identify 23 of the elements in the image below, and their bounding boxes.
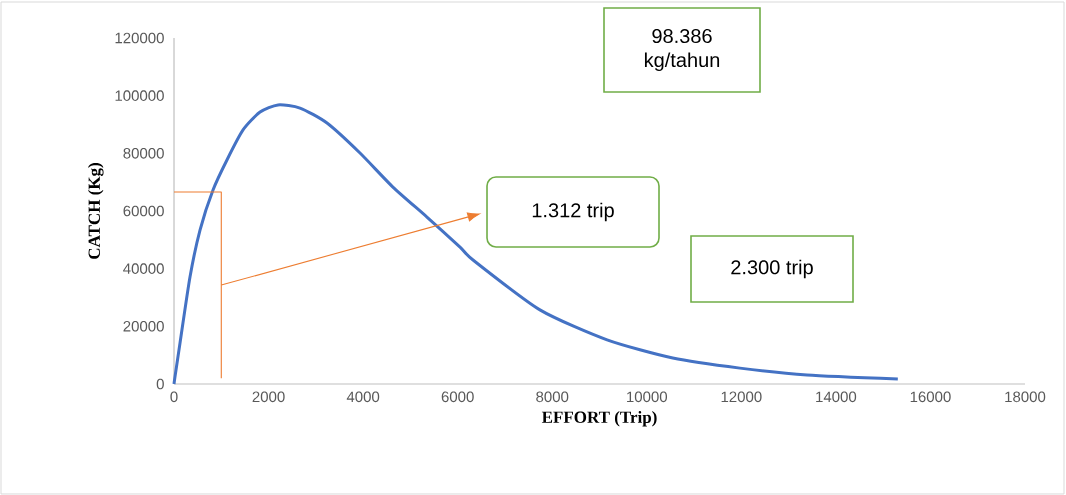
y-axis-title: CATCH (Kg) <box>88 163 104 259</box>
annotation: 1.312 trip <box>532 202 614 222</box>
y-tick-label: 80000 <box>123 148 164 159</box>
annotation: 2.300 trip <box>731 259 813 279</box>
y-tick-label: 60000 <box>123 205 164 217</box>
x-tick-label: 2000 <box>252 391 285 403</box>
x-tick-label: 6000 <box>441 391 474 403</box>
x-axis-title: EFFORT (Trip) <box>541 411 657 427</box>
y-tick-label: 120000 <box>115 32 164 44</box>
y-tick-label: 100000 <box>115 90 164 101</box>
x-tick-label: 18000 <box>1005 391 1046 403</box>
y-tick-label: 40000 <box>123 263 164 274</box>
x-tick-label: 16000 <box>910 391 951 403</box>
x-tick-label: 12000 <box>721 391 762 403</box>
x-tick-label: 4000 <box>346 391 380 403</box>
x-tick-label: 10000 <box>627 391 668 403</box>
x-tick-label: 0 <box>170 391 178 403</box>
x-tick-label: 8000 <box>536 391 569 403</box>
annotation: 98.386 kg/tahun <box>644 28 720 72</box>
x-tick-label: 14000 <box>816 391 857 403</box>
y-tick-label: 0 <box>156 378 164 390</box>
y-tick-label: 20000 <box>123 321 164 332</box>
line-series <box>172 103 900 386</box>
